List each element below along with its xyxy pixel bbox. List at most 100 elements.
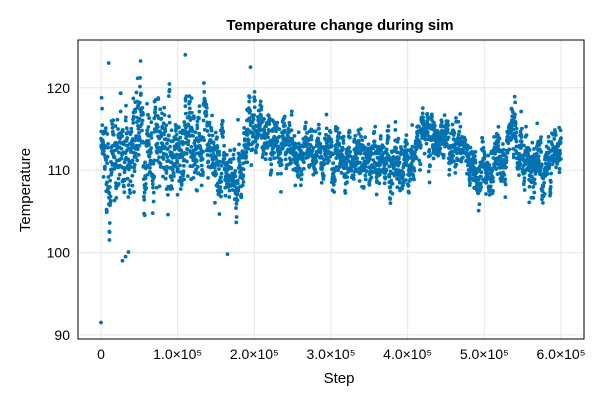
data-point [541, 200, 545, 205]
data-point [494, 166, 499, 171]
data-point [372, 129, 377, 134]
data-point [231, 156, 236, 161]
data-point [479, 174, 483, 179]
data-point [99, 320, 103, 325]
data-point [227, 188, 232, 193]
data-point [137, 100, 142, 105]
data-point [289, 112, 294, 117]
data-point [331, 182, 336, 187]
data-point [182, 120, 187, 124]
data-point [399, 147, 404, 152]
data-point [187, 106, 192, 111]
data-point [147, 116, 152, 121]
data-point [248, 65, 253, 70]
data-point [431, 156, 436, 161]
data-point [283, 130, 287, 134]
data-point [151, 199, 156, 204]
data-point [447, 172, 452, 177]
data-point [442, 113, 447, 118]
data-point [497, 136, 502, 141]
data-point [478, 181, 483, 186]
data-point [189, 96, 194, 101]
data-point [384, 147, 389, 152]
data-point [412, 177, 416, 182]
data-point [208, 148, 212, 153]
data-point [101, 175, 106, 179]
data-point [245, 133, 250, 137]
data-point [337, 130, 342, 135]
data-point [128, 191, 133, 195]
data-point [314, 159, 319, 164]
data-point [181, 169, 186, 174]
data-point [192, 170, 197, 175]
data-point [137, 131, 141, 135]
data-point [103, 126, 108, 131]
data-point [327, 159, 331, 163]
data-point [146, 125, 151, 129]
data-point [155, 141, 160, 146]
data-point [184, 125, 188, 130]
data-point [336, 136, 341, 141]
data-point [279, 162, 284, 167]
data-point [369, 175, 374, 180]
data-point [378, 136, 383, 141]
data-point [343, 172, 348, 177]
data-point [401, 180, 406, 185]
data-point [450, 122, 455, 127]
data-point [468, 145, 473, 150]
data-point [459, 159, 464, 164]
plot-frame [77, 39, 585, 340]
data-point [406, 183, 411, 188]
data-point [373, 124, 378, 129]
data-point [463, 138, 468, 143]
data-point [491, 189, 495, 194]
data-point [332, 174, 336, 179]
data-point [207, 133, 212, 138]
data-point [276, 144, 281, 149]
data-point [282, 114, 287, 119]
data-point [511, 155, 516, 160]
data-point [502, 172, 507, 177]
data-point [204, 109, 209, 114]
data-point [296, 141, 301, 146]
data-point [458, 124, 463, 129]
data-point [378, 170, 383, 174]
y-axis-label: Temperature [17, 148, 34, 232]
data-point [217, 167, 221, 171]
data-point [334, 165, 339, 169]
data-point [527, 148, 532, 152]
data-point [387, 164, 392, 169]
data-point [152, 174, 156, 179]
data-point [272, 156, 277, 161]
data-point [437, 150, 442, 155]
data-point [347, 130, 352, 134]
data-point [557, 167, 562, 171]
data-point [113, 124, 118, 128]
data-point [223, 193, 228, 198]
data-point [185, 174, 190, 179]
data-point [99, 95, 104, 100]
data-point [234, 215, 239, 219]
data-point [177, 125, 181, 130]
data-point [194, 159, 199, 164]
data-point [183, 98, 188, 103]
data-point [428, 153, 433, 158]
data-point [518, 129, 523, 134]
data-point [386, 153, 391, 158]
data-point [558, 148, 562, 153]
data-point [241, 179, 246, 184]
data-point [107, 221, 112, 225]
data-point [136, 127, 141, 131]
data-point [106, 142, 110, 146]
data-point [142, 213, 147, 218]
data-point [183, 104, 188, 109]
data-point [154, 185, 159, 190]
data-point [221, 135, 225, 139]
y-tick-label: 90 [54, 327, 70, 343]
data-point [268, 157, 273, 162]
data-point [119, 146, 124, 151]
data-point [405, 142, 409, 146]
data-point [522, 176, 527, 180]
data-point [432, 127, 437, 132]
data-point [107, 238, 112, 242]
